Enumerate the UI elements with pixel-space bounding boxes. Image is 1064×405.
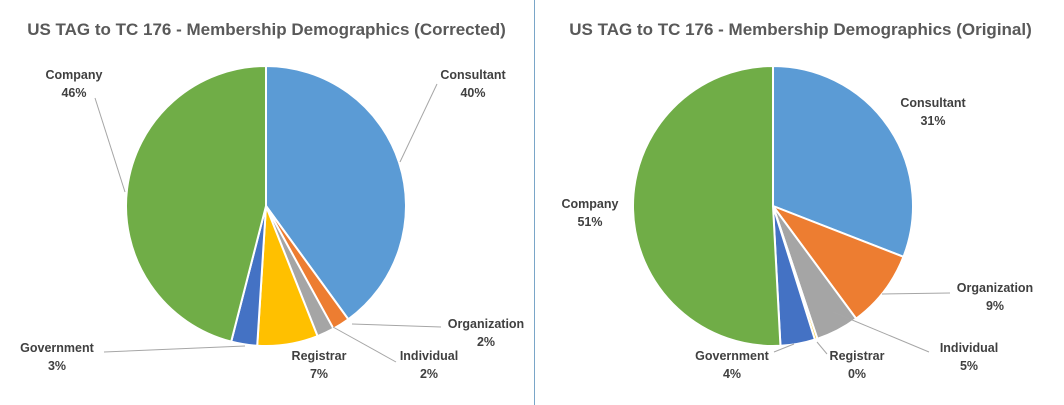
chart-panel-original: US TAG to TC 176 - Membership Demographi…: [537, 0, 1064, 405]
data-label-category-registrar: Registrar: [292, 349, 347, 363]
data-label-category-government: Government: [695, 349, 769, 363]
chart-title: US TAG to TC 176 - Membership Demographi…: [27, 20, 506, 39]
data-label-category-organization: Organization: [957, 281, 1033, 295]
chart-panel-corrected: US TAG to TC 176 - Membership Demographi…: [20, 20, 524, 381]
data-label-percent-registrar: 0%: [848, 367, 866, 381]
pie-chart-corrected: Consultant 40% Organization 2% Individual 2% R…: [20, 64, 524, 381]
leader-line-organization: [881, 292, 951, 295]
data-label-percent-registrar: 7%: [310, 367, 328, 381]
data-label-percent-individual: 2%: [420, 367, 438, 381]
data-label-percent-government: 4%: [723, 367, 741, 381]
data-label-category-individual: Individual: [940, 341, 998, 355]
pie-slice-consultant: [265, 64, 407, 321]
data-label-category-registrar: Registrar: [830, 349, 885, 363]
leader-line-organization: [351, 323, 442, 328]
data-label-percent-individual: 5%: [960, 359, 978, 373]
data-label-percent-organization: 2%: [477, 335, 495, 349]
data-label-category-individual: Individual: [400, 349, 458, 363]
data-label-category-company: Company: [46, 68, 103, 82]
leader-line-government: [773, 343, 795, 353]
data-label-category-consultant: Consultant: [900, 96, 966, 110]
pie-slice-organization: [770, 203, 905, 321]
panel-divider: [534, 0, 535, 405]
pie-chart-original: Consultant 31% Organization 9% Individual 5% R…: [562, 64, 1033, 381]
leader-line-government: [103, 345, 246, 353]
pie-slice-company: [125, 64, 267, 343]
data-label-percent-consultant: 40%: [460, 86, 485, 100]
data-label-percent-government: 3%: [48, 359, 66, 373]
data-label-category-consultant: Consultant: [440, 68, 506, 82]
data-label-category-company: Company: [562, 197, 619, 211]
data-label-percent-consultant: 31%: [920, 114, 945, 128]
leader-line-consultant: [399, 83, 438, 163]
data-label-percent-company: 46%: [61, 86, 86, 100]
pie-slice-consultant: [772, 64, 914, 259]
chart-title: US TAG to TC 176 - Membership Demographi…: [569, 20, 1032, 39]
leader-line-company: [94, 97, 126, 193]
data-label-category-government: Government: [20, 341, 94, 355]
pie-slice-company: [632, 64, 782, 347]
leader-line-registrar: [816, 341, 828, 355]
leader-line-individual: [332, 326, 397, 363]
data-label-percent-company: 51%: [577, 215, 602, 229]
data-label-percent-organization: 9%: [986, 299, 1004, 313]
leader-line-individual: [832, 311, 930, 353]
data-label-category-organization: Organization: [448, 317, 524, 331]
